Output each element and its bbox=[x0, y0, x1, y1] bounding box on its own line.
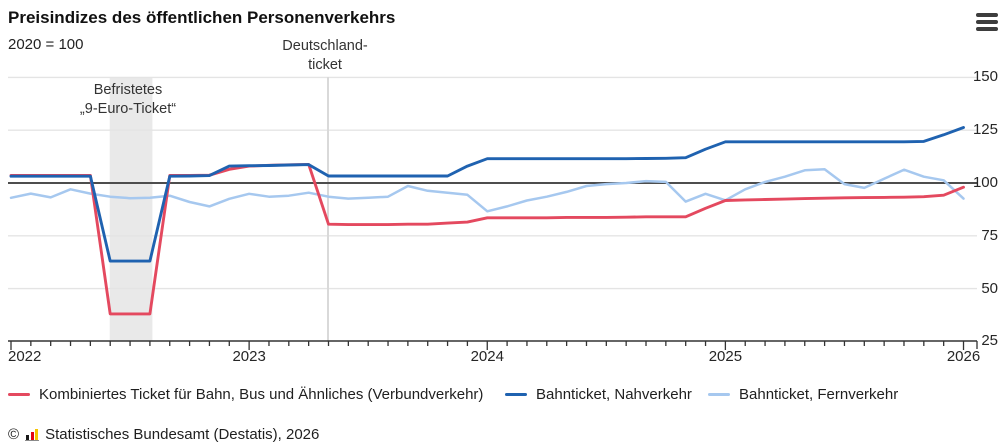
y-axis-tick-label: 25 bbox=[981, 332, 998, 350]
dark-blue-line-swatch bbox=[505, 392, 527, 396]
x-axis-tick-label: 2024 bbox=[470, 348, 504, 365]
light-blue-line-swatch bbox=[708, 392, 730, 396]
y-axis-tick-label: 125 bbox=[972, 121, 998, 139]
hamburger-bar bbox=[976, 19, 998, 24]
index-base-note: 2020 = 100 bbox=[8, 36, 84, 53]
x-axis-tick-label: 2022 bbox=[8, 348, 42, 365]
annotation-deutschlandticket: Deutschland- ticket bbox=[282, 38, 368, 73]
y-axis-tick-label: 100 bbox=[972, 174, 998, 191]
hamburger-menu-icon[interactable] bbox=[976, 13, 998, 33]
y-axis-tick-label: 50 bbox=[981, 279, 998, 297]
legend: Kombiniertes Ticket für Bahn, Bus und Äh… bbox=[0, 383, 1000, 405]
x-axis-tick-label: 2025 bbox=[708, 348, 743, 365]
legend-label: Kombiniertes Ticket für Bahn, Bus und Äh… bbox=[39, 385, 484, 403]
page-title: Preisindizes des öffentlichen Personenve… bbox=[8, 8, 396, 27]
legend-item-fernverkehr: Bahnticket, Fernverkehr bbox=[708, 383, 898, 405]
x-axis-tick-label: 2023 bbox=[232, 348, 266, 365]
y-axis-tick-label: 75 bbox=[981, 226, 998, 244]
annotation-9-euro-ticket: Befristetes „9-Euro-Ticket“ bbox=[79, 82, 177, 117]
price-index-line-chart bbox=[8, 76, 978, 350]
hamburger-bar bbox=[976, 26, 998, 31]
destatis-bars-icon bbox=[25, 427, 40, 441]
source-attribution: © Statistisches Bundesamt (Destatis), 20… bbox=[8, 426, 319, 443]
legend-item-nahverkehr: Bahnticket, Nahverkehr bbox=[505, 383, 692, 405]
legend-label: Bahnticket, Fernverkehr bbox=[739, 385, 899, 403]
x-axis-tick-label: 2026 bbox=[946, 348, 981, 365]
hamburger-bar bbox=[976, 13, 998, 17]
red-line-swatch bbox=[8, 392, 30, 396]
copyright-symbol: © bbox=[8, 426, 20, 443]
y-axis-tick-label: 150 bbox=[972, 68, 998, 86]
legend-item-verbundverkehr: Kombiniertes Ticket für Bahn, Bus und Äh… bbox=[8, 383, 483, 405]
source-text: Statistisches Bundesamt (Destatis), 2026 bbox=[45, 426, 320, 443]
legend-label: Bahnticket, Nahverkehr bbox=[536, 385, 692, 403]
